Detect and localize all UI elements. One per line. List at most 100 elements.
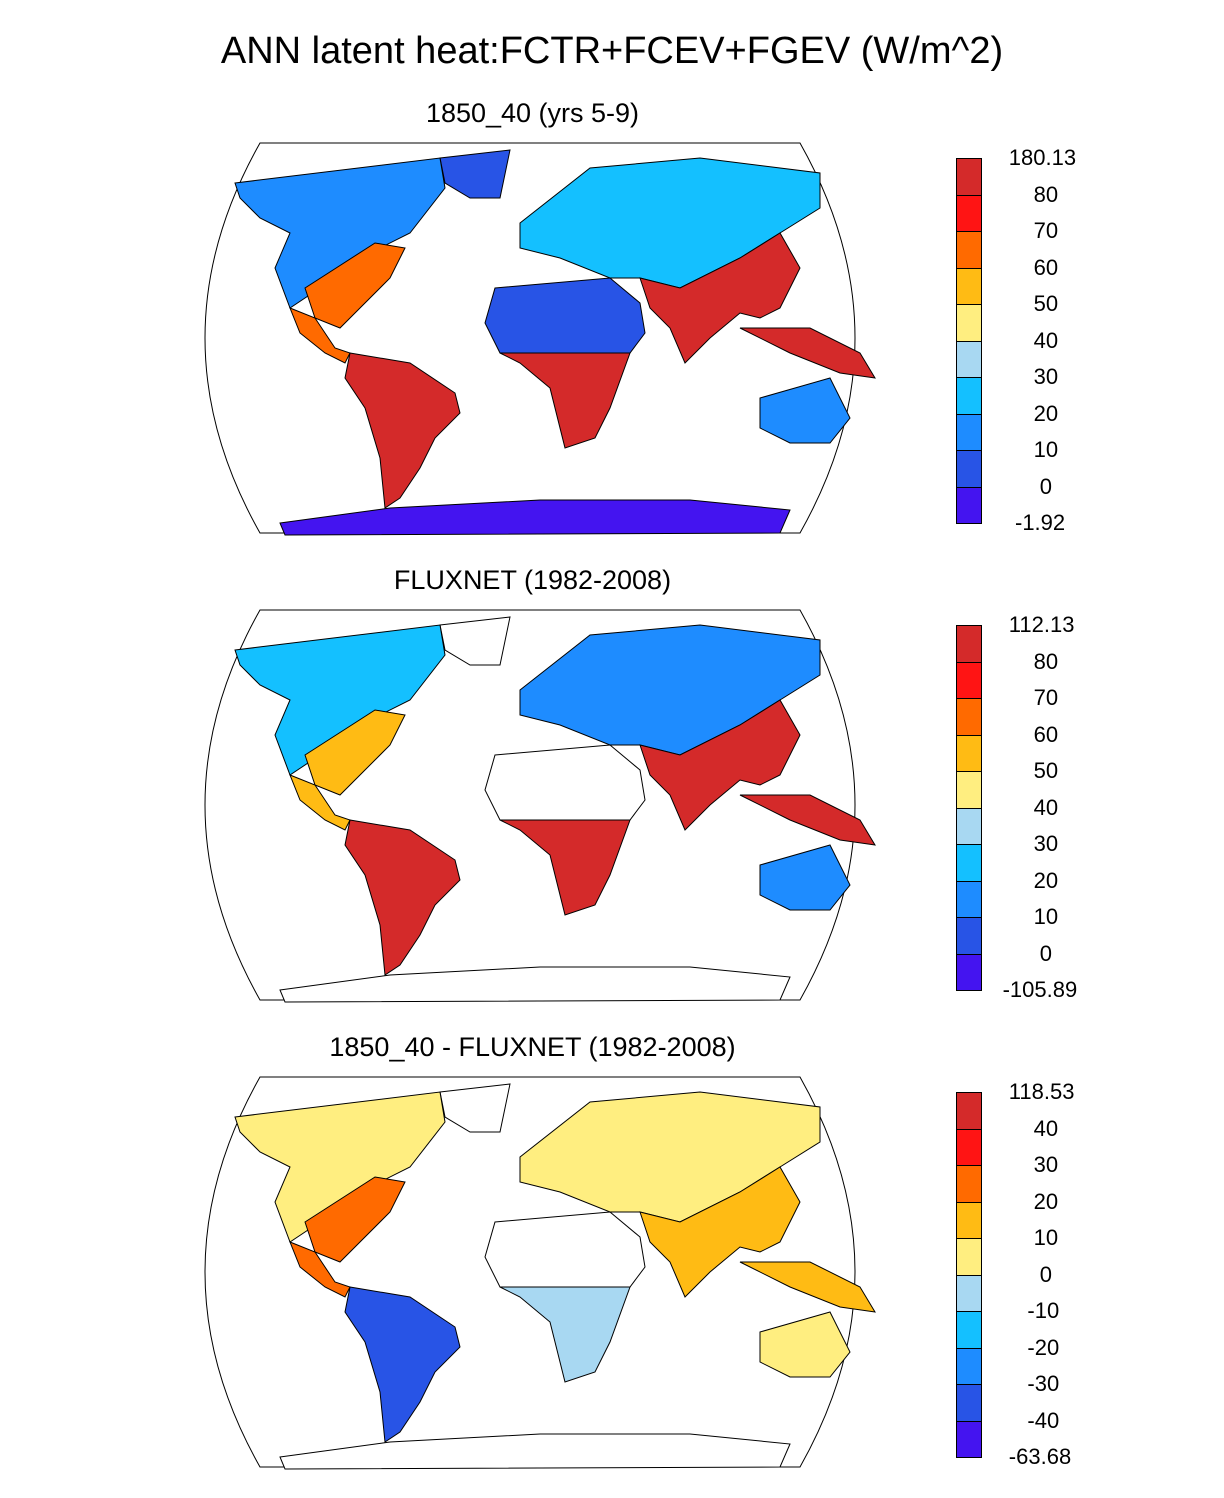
region-central-america — [289, 1241, 351, 1298]
colorbar-label: 40 — [1033, 794, 1059, 820]
panel-difference: 1850_40 - FLUXNET (1982-2008) 118.53 40 30… — [0, 1032, 1224, 1498]
colorbar-label: 20 — [1033, 1188, 1059, 1214]
region-south-america — [344, 1286, 461, 1443]
region-north-america-east — [304, 242, 406, 329]
region-south-america — [344, 819, 461, 976]
colorbar-label: 180.13 — [1008, 145, 1077, 170]
region-south-america — [344, 352, 461, 509]
colorbar-label: 80 — [1033, 181, 1059, 207]
panel-title: 1850_40 (yrs 5-9) — [425, 98, 640, 128]
panel-title: 1850_40 - FLUXNET (1982-2008) — [329, 1032, 736, 1062]
region-greenland — [439, 1083, 511, 1133]
colorbar-label: 50 — [1033, 758, 1059, 783]
colorbar-box — [956, 377, 982, 415]
colorbar-box — [956, 625, 982, 663]
region-se-asia — [739, 327, 876, 379]
figure-title: ANN latent heat:FCTR+FCEV+FGEV (W/m^2) — [220, 30, 1004, 72]
region-africa-central — [499, 819, 631, 916]
region-central-america — [289, 307, 351, 364]
colorbar-box — [956, 1274, 982, 1312]
panel-fluxnet: FLUXNET (1982-2008) 112.13 80 70 60 50 40 30 20… — [0, 565, 1224, 1031]
region-africa-central — [499, 1286, 631, 1383]
colorbar — [956, 158, 982, 524]
colorbar-box — [956, 880, 982, 918]
region-africa-north — [484, 744, 646, 821]
panel-title: FLUXNET (1982-2008) — [393, 565, 672, 595]
region-africa-north — [484, 1211, 646, 1288]
region-australia — [759, 1311, 851, 1378]
colorbar-label: -1.92 — [1015, 510, 1066, 535]
colorbar-label: -40 — [1027, 1407, 1060, 1433]
colorbar-box — [956, 807, 982, 845]
colorbar-box — [956, 1238, 982, 1276]
region-south-asia — [639, 1166, 801, 1298]
colorbar-box — [956, 194, 982, 232]
colorbar-box — [956, 1347, 982, 1385]
colorbar-box — [956, 917, 982, 955]
colorbar-box — [956, 1384, 982, 1422]
colorbar-label: 50 — [1033, 291, 1059, 316]
colorbar-box — [956, 413, 982, 451]
colorbar-label: 80 — [1033, 648, 1059, 674]
colorbar-box — [956, 734, 982, 772]
colorbar-label: 10 — [1033, 904, 1059, 929]
colorbar-label: -63.68 — [1008, 1444, 1072, 1469]
colorbar-box — [956, 1420, 982, 1458]
colorbar-label: 0 — [1039, 1261, 1053, 1287]
colorbar-box — [956, 158, 982, 196]
colorbar-label: 20 — [1033, 400, 1059, 426]
colorbar-label: 30 — [1033, 831, 1059, 856]
colorbar-box — [956, 844, 982, 882]
region-antarctica — [279, 499, 791, 536]
colorbar-label: 0 — [1039, 473, 1053, 499]
map-land — [234, 1083, 876, 1470]
colorbar-label: -10 — [1027, 1298, 1060, 1323]
region-north-america-east — [304, 1176, 406, 1263]
map-land — [234, 149, 876, 536]
colorbar-box — [956, 267, 982, 305]
region-north-america — [234, 624, 446, 776]
region-north-america-east — [304, 709, 406, 796]
colorbar-label: 20 — [1033, 867, 1059, 893]
colorbar-label: -20 — [1027, 1334, 1060, 1360]
colorbar-box — [956, 486, 982, 524]
colorbar-label: 60 — [1033, 254, 1059, 280]
region-australia — [759, 377, 851, 444]
colorbar-label: 30 — [1033, 364, 1059, 389]
region-africa-central — [499, 352, 631, 449]
colorbar-label: -30 — [1027, 1371, 1060, 1396]
region-antarctica — [279, 966, 791, 1003]
colorbar-label: 60 — [1033, 721, 1059, 747]
region-australia — [759, 844, 851, 911]
colorbar-box — [956, 340, 982, 378]
colorbar-box — [956, 1165, 982, 1203]
colorbar-box — [956, 1092, 982, 1130]
colorbar-box — [956, 771, 982, 809]
colorbar-label: 10 — [1033, 1225, 1059, 1250]
colorbar-label: 40 — [1033, 1115, 1059, 1141]
colorbar-box — [956, 661, 982, 699]
region-africa-north — [484, 277, 646, 354]
region-north-america — [234, 1091, 446, 1243]
colorbar-label: 40 — [1033, 327, 1059, 353]
colorbar-box — [956, 304, 982, 342]
region-south-asia — [639, 699, 801, 831]
colorbar-box — [956, 231, 982, 269]
region-central-america — [289, 774, 351, 831]
colorbar-box — [956, 1311, 982, 1349]
panel-model: 1850_40 (yrs 5-9) 180.13 80 70 60 50 40 30 20 10… — [0, 98, 1224, 564]
colorbar-label: 112.13 — [1008, 612, 1075, 637]
colorbar-label: 0 — [1039, 940, 1053, 966]
region-south-asia — [639, 232, 801, 364]
region-greenland — [439, 149, 511, 199]
world-map — [204, 609, 876, 1003]
region-antarctica — [279, 1433, 791, 1470]
colorbar — [956, 1092, 982, 1458]
colorbar-box — [956, 953, 982, 991]
map-land — [234, 616, 876, 1003]
colorbar-box — [956, 450, 982, 488]
colorbar-label: 118.53 — [1008, 1079, 1075, 1104]
region-se-asia — [739, 794, 876, 846]
region-greenland — [439, 616, 511, 666]
region-north-america — [234, 157, 446, 309]
